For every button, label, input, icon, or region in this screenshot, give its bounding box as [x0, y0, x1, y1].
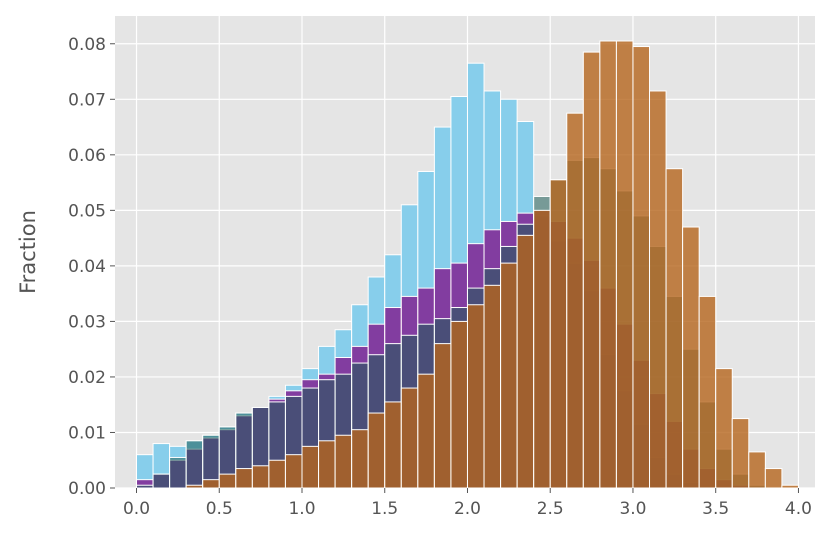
histogram-bar	[169, 456, 187, 489]
y-tick-label: 0.02	[68, 368, 106, 388]
histogram-bar	[268, 459, 286, 489]
histogram-bar	[715, 368, 733, 489]
x-tick-label: 0.0	[123, 499, 150, 519]
histogram-bar	[615, 40, 634, 489]
histogram-bar	[284, 454, 303, 489]
histogram-bar	[318, 440, 336, 489]
histogram-bar	[632, 46, 651, 489]
histogram-bar	[483, 284, 502, 489]
histogram-bar	[516, 234, 535, 489]
x-tick-label: 3.5	[702, 499, 729, 519]
histogram-bar	[665, 168, 684, 489]
x-tick-label: 0.5	[206, 499, 233, 519]
x-tick-label: 2.0	[454, 499, 481, 519]
histogram-bar	[731, 418, 750, 489]
x-tick-label: 2.5	[537, 499, 564, 519]
histogram-bar	[599, 40, 617, 489]
x-tick-label: 4.0	[785, 499, 812, 519]
y-axis-label: Fraction	[16, 210, 40, 294]
histogram-bar	[649, 90, 667, 489]
histogram-bar	[400, 387, 419, 489]
histogram-bar	[235, 468, 253, 489]
histogram-bar	[185, 484, 204, 489]
y-tick-label: 0.00	[68, 479, 106, 499]
y-tick-label: 0.08	[68, 35, 106, 55]
histogram-bar	[566, 112, 584, 489]
histogram-bar	[698, 295, 717, 489]
histogram-series-4	[185, 40, 799, 489]
x-tick-label: 1.0	[288, 499, 315, 519]
y-tick-label: 0.05	[68, 201, 106, 221]
histogram-bar	[301, 445, 320, 489]
histogram-bar	[781, 484, 799, 489]
histogram-bars	[136, 40, 799, 489]
histogram-bar	[351, 429, 369, 489]
histogram-bar	[367, 412, 386, 489]
y-tick-label: 0.01	[68, 423, 106, 443]
histogram-bar	[218, 473, 237, 489]
y-tick-label: 0.04	[68, 257, 106, 277]
histogram-bar	[334, 434, 353, 489]
histogram-bar	[251, 465, 270, 489]
histogram-bar	[682, 226, 700, 489]
histogram-bar	[384, 401, 402, 489]
histogram-bar	[202, 479, 220, 489]
histogram-bar	[748, 451, 766, 489]
histogram-bar	[549, 179, 568, 489]
x-tick-label: 3.0	[619, 499, 646, 519]
histogram-bar	[582, 51, 601, 489]
histogram-bar	[466, 304, 485, 489]
x-axis-ticks: 0.0 0.5 1.0 1.5 2.0 2.5 3.0 3.5 4.0	[123, 488, 812, 519]
y-tick-label: 0.06	[68, 146, 106, 166]
histogram-bar	[417, 373, 435, 489]
y-axis-ticks: 0.00 0.01 0.02 0.03 0.04 0.05 0.06 0.07 0.08	[68, 35, 115, 499]
y-tick-label: 0.03	[68, 312, 106, 332]
y-tick-label: 0.07	[68, 90, 106, 110]
histogram-bar	[185, 440, 204, 489]
histogram-bar	[433, 343, 452, 489]
x-tick-label: 1.5	[371, 499, 398, 519]
histogram-bar	[450, 320, 468, 489]
histogram-bar	[764, 468, 783, 489]
histogram-bar	[152, 473, 171, 489]
histogram-bar	[500, 262, 518, 489]
histogram-bar	[533, 209, 551, 489]
histogram-bar	[136, 484, 154, 489]
